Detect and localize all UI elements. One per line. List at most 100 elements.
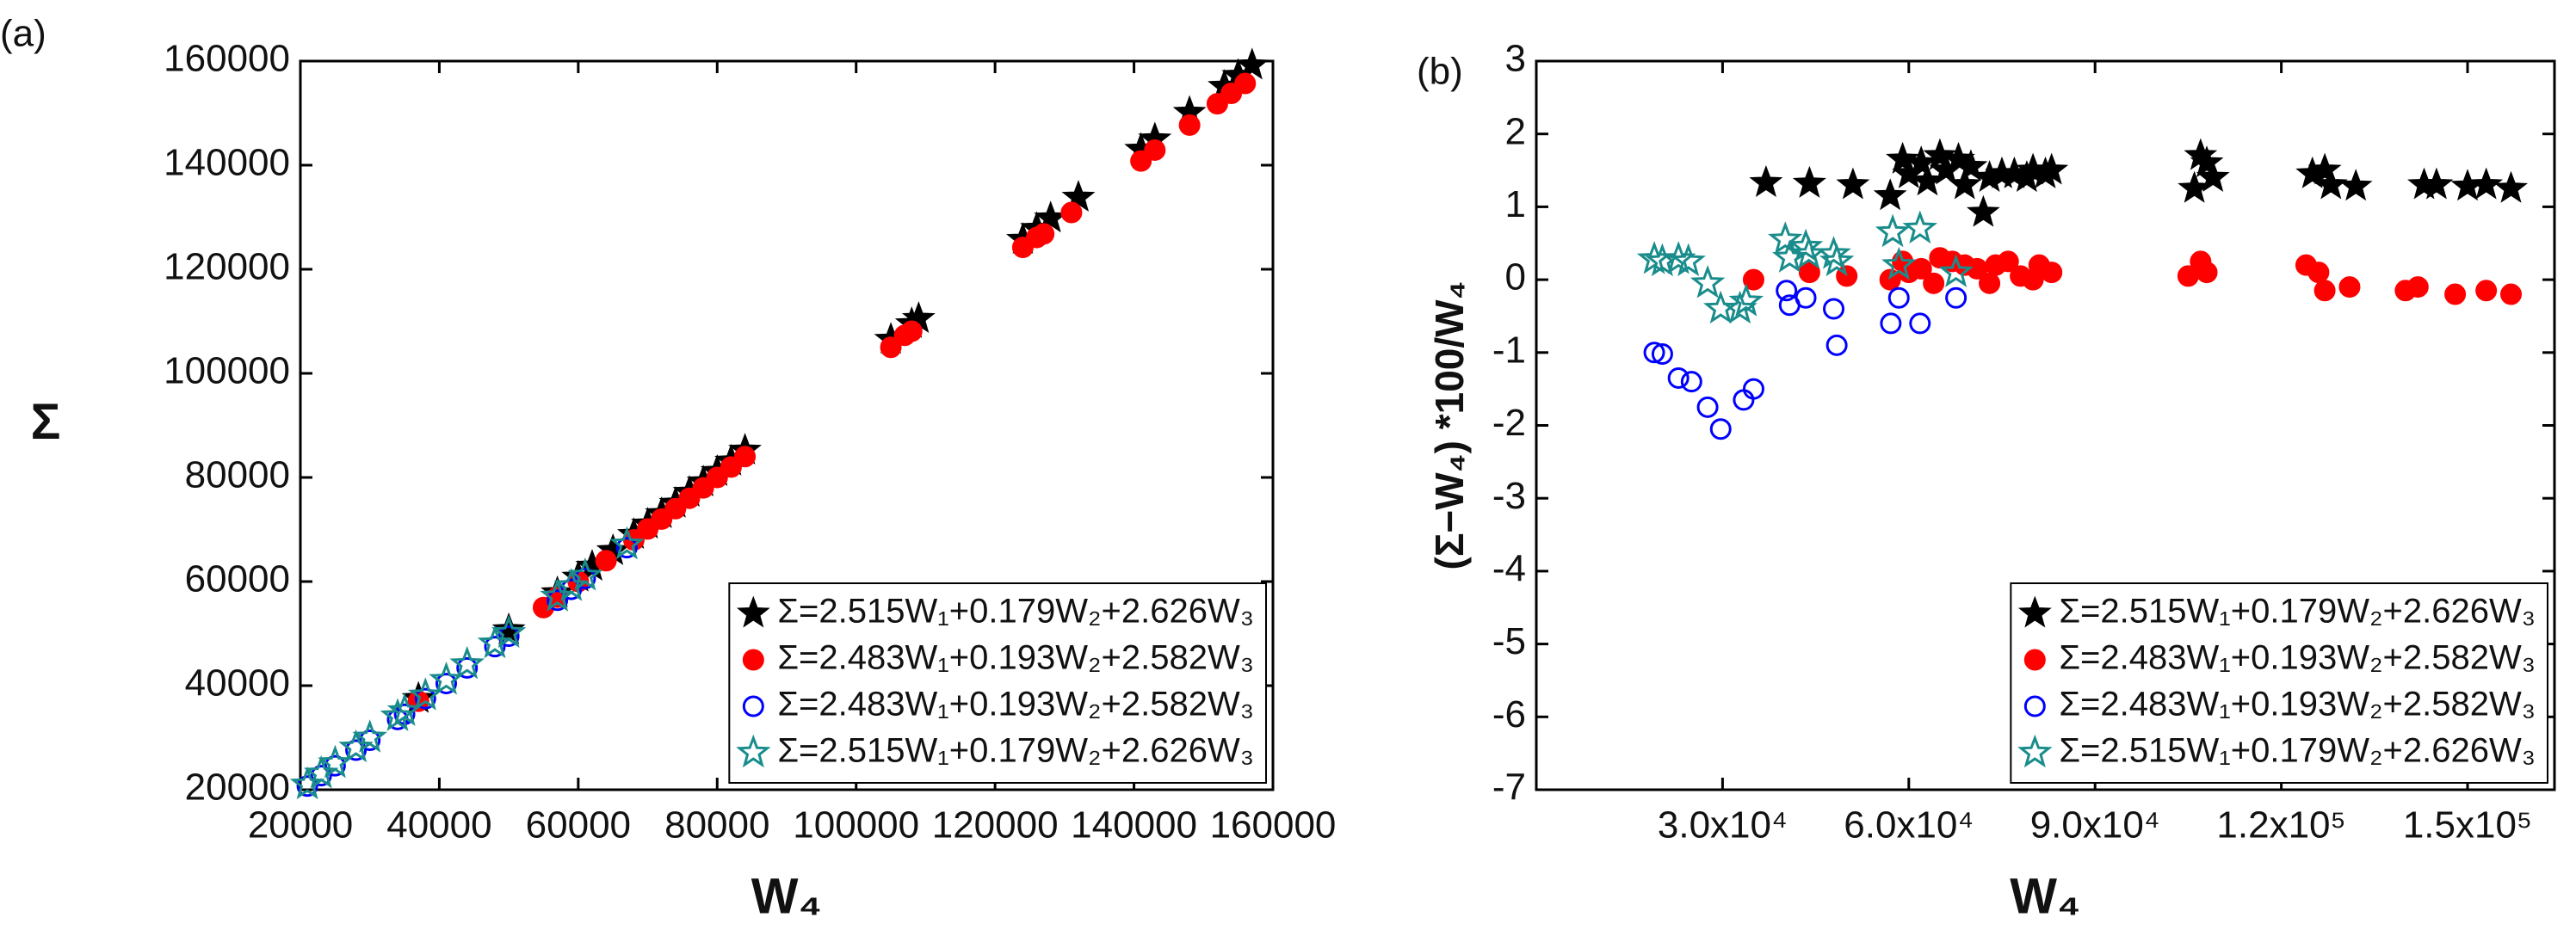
data-point bbox=[303, 754, 339, 789]
data-point bbox=[1742, 378, 1764, 400]
data-point bbox=[2041, 262, 2063, 284]
y-tick-label: 40000 bbox=[185, 662, 290, 705]
y-tick-label: 80000 bbox=[185, 454, 290, 496]
data-point bbox=[1909, 312, 1931, 335]
data-point bbox=[1749, 164, 1783, 197]
y-tick-label: -6 bbox=[1492, 693, 1526, 736]
data-point bbox=[436, 673, 457, 695]
data-point bbox=[1795, 286, 1817, 309]
data-point bbox=[553, 568, 590, 601]
data-point bbox=[1144, 139, 1166, 161]
legend-label: Σ=2.483W₁+0.193W₂+2.582W₃ bbox=[777, 686, 1254, 723]
data-point bbox=[2469, 167, 2504, 200]
legend-marker bbox=[742, 695, 764, 717]
data-point bbox=[2313, 280, 2336, 302]
data-point bbox=[429, 661, 464, 695]
data-point bbox=[477, 625, 513, 659]
data-point bbox=[1923, 272, 1945, 294]
data-point bbox=[1910, 257, 1932, 280]
data-point bbox=[1728, 283, 1764, 317]
data-point bbox=[2313, 167, 2348, 200]
legend-box bbox=[2010, 582, 2548, 784]
data-point bbox=[2419, 167, 2454, 200]
data-point bbox=[1938, 254, 1974, 287]
data-point bbox=[289, 766, 325, 800]
data-point bbox=[1873, 178, 1907, 211]
data-point bbox=[2444, 283, 2467, 305]
data-point bbox=[2406, 276, 2429, 299]
data-point bbox=[1836, 167, 1870, 200]
x-tick-label: 6.0x10⁴ bbox=[1844, 804, 1974, 847]
data-point bbox=[880, 336, 902, 359]
data-point bbox=[900, 320, 923, 342]
y-tick-label: 1 bbox=[1505, 183, 1526, 225]
data-point bbox=[2338, 169, 2373, 201]
data-point bbox=[1945, 286, 1968, 309]
y-axis-label: (Σ−W₄) *100/W₄ bbox=[1427, 281, 1472, 570]
legend-marker bbox=[2017, 734, 2053, 768]
data-point bbox=[615, 537, 638, 559]
x-tick-label: 140000 bbox=[1071, 804, 1197, 847]
data-point bbox=[2190, 145, 2224, 178]
data-point bbox=[1643, 342, 1665, 364]
data-point bbox=[1234, 72, 1257, 95]
data-point bbox=[1178, 114, 1201, 136]
legend: Σ=2.515W₁+0.179W₂+2.626W₃ Σ=2.483W₁+0.193… bbox=[728, 582, 1267, 784]
data-point bbox=[1825, 334, 1848, 356]
data-point bbox=[1902, 210, 1938, 244]
data-point bbox=[2196, 262, 2218, 284]
data-point bbox=[547, 589, 569, 612]
x-tick-label: 80000 bbox=[664, 804, 769, 847]
data-point bbox=[1966, 194, 2000, 227]
data-point bbox=[1709, 418, 1732, 440]
data-point bbox=[1881, 246, 1917, 280]
y-tick-label: -4 bbox=[1492, 548, 1526, 590]
data-point bbox=[1235, 47, 1269, 80]
y-tick-label: -7 bbox=[1492, 767, 1526, 809]
panel-label: (a) bbox=[0, 13, 46, 55]
data-point bbox=[352, 719, 387, 753]
data-point bbox=[491, 614, 527, 649]
data-point bbox=[1033, 223, 1055, 245]
data-point bbox=[1875, 213, 1911, 248]
legend-label: Σ=2.515W₁+0.179W₂+2.626W₃ bbox=[2059, 732, 2536, 770]
data-point bbox=[560, 578, 583, 600]
data-point bbox=[1880, 312, 1902, 335]
y-tick-label: 100000 bbox=[164, 350, 290, 392]
plot-frame bbox=[1535, 59, 2556, 791]
y-tick-label: 160000 bbox=[164, 38, 290, 80]
data-point bbox=[1667, 366, 1690, 389]
data-point bbox=[1060, 201, 1083, 224]
data-point bbox=[540, 578, 575, 612]
legend-marker bbox=[736, 734, 771, 768]
y-tick-label: 20000 bbox=[185, 767, 290, 809]
data-point bbox=[1816, 236, 1851, 269]
x-tick-label: 1.5x10⁵ bbox=[2403, 804, 2532, 847]
data-point bbox=[491, 612, 526, 644]
legend-label: Σ=2.515W₁+0.179W₂+2.626W₃ bbox=[777, 593, 1254, 631]
data-point bbox=[1948, 167, 1982, 200]
x-tick-label: 160000 bbox=[1210, 804, 1337, 847]
data-point bbox=[1690, 264, 1726, 299]
y-tick-label: -5 bbox=[1492, 620, 1526, 662]
legend-label: Σ=2.483W₁+0.193W₂+2.582W₃ bbox=[777, 639, 1254, 677]
y-tick-label: -2 bbox=[1492, 402, 1526, 444]
plot-frame bbox=[299, 59, 1275, 791]
data-point bbox=[2307, 262, 2330, 284]
data-point bbox=[318, 744, 353, 779]
x-axis-label: W₄ bbox=[2010, 868, 2080, 924]
data-point bbox=[338, 729, 374, 763]
legend-marker bbox=[742, 649, 764, 671]
data-point bbox=[2035, 152, 2069, 185]
y-tick-label: 120000 bbox=[164, 246, 290, 288]
data-point bbox=[1733, 389, 1755, 411]
data-point bbox=[609, 526, 645, 560]
legend-label: Σ=2.483W₁+0.193W₂+2.582W₃ bbox=[2059, 639, 2536, 677]
data-point bbox=[2338, 276, 2361, 299]
data-point bbox=[310, 765, 332, 787]
data-point bbox=[2196, 160, 2230, 193]
data-point bbox=[595, 550, 617, 572]
legend-marker bbox=[2017, 595, 2052, 628]
data-point bbox=[484, 636, 506, 658]
data-point bbox=[1819, 243, 1855, 277]
